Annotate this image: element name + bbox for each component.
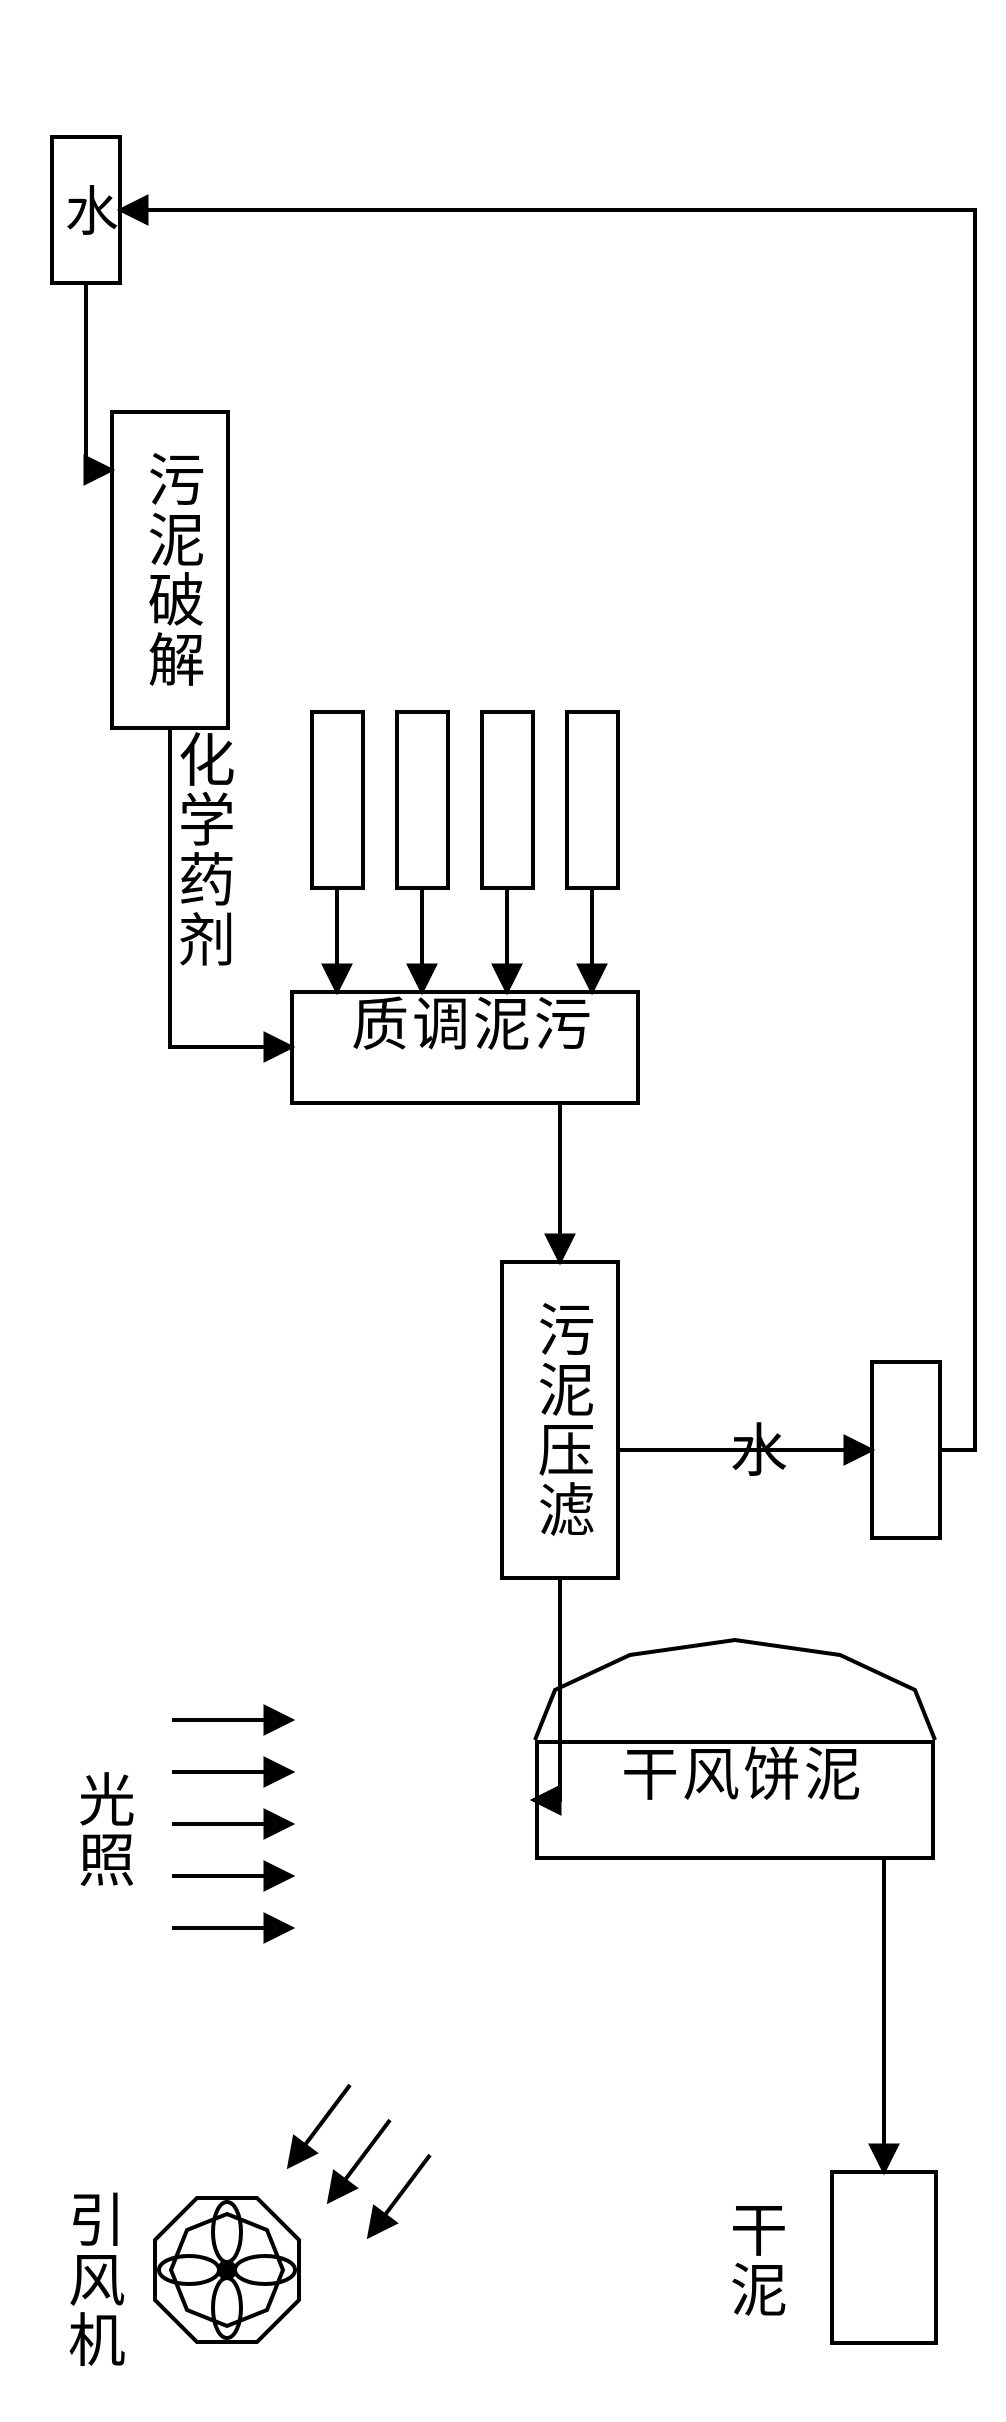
node-chem-3 (480, 710, 535, 890)
fan-blades (159, 2202, 295, 2338)
node-cake-dry: 泥饼风干 (535, 1740, 935, 1860)
label-water-in: 水 (58, 183, 115, 237)
label-conditioning: 污泥调质 (343, 994, 587, 1101)
fan-arrows (290, 2085, 430, 2235)
node-water-in: 水 (50, 135, 122, 285)
fan-octagon-2 (155, 2198, 299, 2342)
label-fan: 引风机 (60, 2190, 121, 2370)
node-chem-2 (395, 710, 450, 890)
label-chemicals: 化学药剂 (170, 730, 231, 970)
node-conditioning: 污泥调质 (290, 990, 640, 1105)
node-dry-mud (830, 2170, 938, 2345)
diagram-canvas: 水 污泥破解 化学药剂 污泥调质 污泥压滤 水 光照 引风机 泥饼风干 干泥 (0, 0, 1006, 2422)
label-cake-dry: 泥饼风干 (613, 1744, 857, 1856)
svg-overlay (0, 0, 1006, 2422)
label-sludge-break: 污泥破解 (140, 450, 201, 690)
node-chem-1 (310, 710, 365, 890)
label-dry-mud-text: 干泥 (722, 2200, 783, 2320)
fan-icon (171, 2214, 283, 2326)
edge-water-in-to-break (86, 285, 110, 470)
greenhouse-roof (535, 1640, 935, 1740)
label-press: 污泥压滤 (530, 1300, 591, 1540)
node-chem-4 (565, 710, 620, 890)
light-arrows (172, 1720, 290, 1928)
label-water-out-text: 水 (722, 1420, 783, 1480)
node-sludge-break: 污泥破解 (110, 410, 230, 730)
node-water-out (870, 1360, 942, 1540)
label-light: 光照 (70, 1770, 131, 1890)
node-press: 污泥压滤 (500, 1260, 620, 1580)
